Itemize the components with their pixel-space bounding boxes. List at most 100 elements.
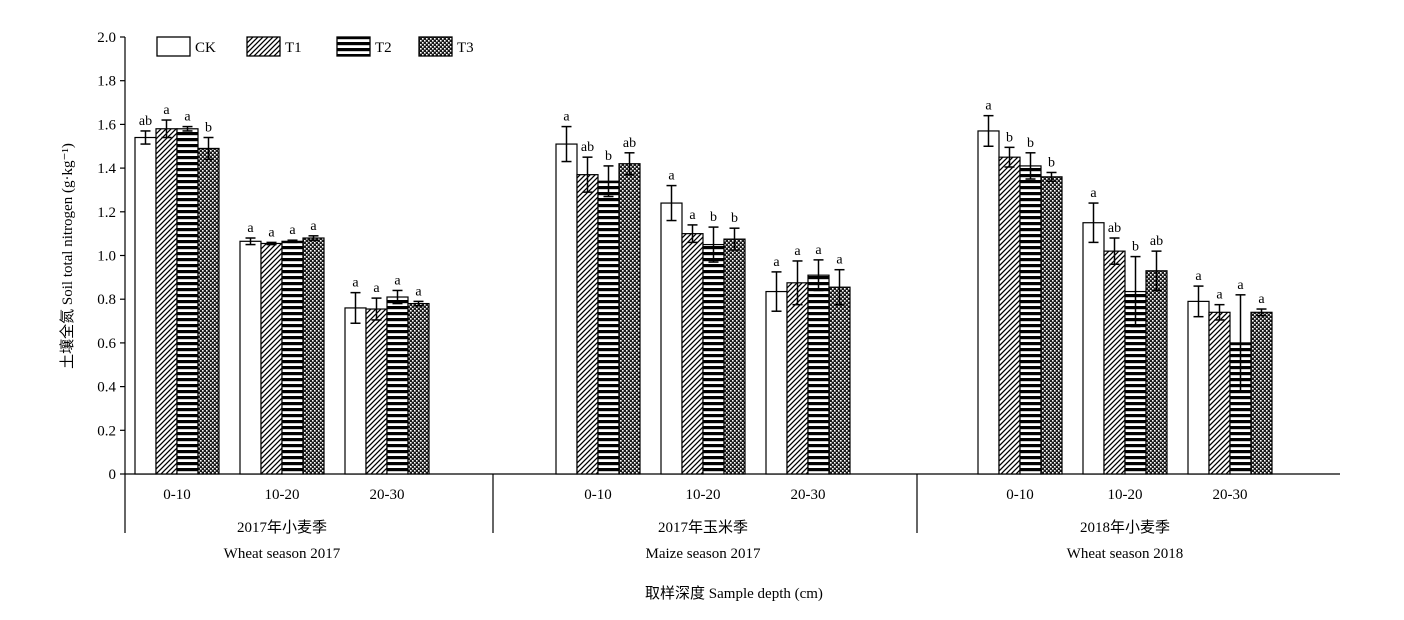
group-label-en: Wheat season 2018 <box>1067 546 1184 562</box>
y-tick-label: 1.8 <box>97 74 116 90</box>
plot-area: 0 0.2 0.4 0.6 0.8 1.0 1.2 1.4 1.6 1.8 2.0 2017年小麦季 W… <box>97 30 1340 562</box>
y-tick-label: 0.4 <box>97 380 116 396</box>
bar <box>555 143 578 475</box>
significance-letter: b <box>1027 136 1034 151</box>
bar <box>681 233 704 475</box>
legend-label: T2 <box>375 40 392 56</box>
depth-label: 10-20 <box>1108 487 1143 503</box>
significance-letter: a <box>794 244 801 259</box>
significance-letter: a <box>394 273 401 288</box>
significance-letter: b <box>1048 155 1055 170</box>
significance-letter: b <box>731 211 738 226</box>
significance-letter: a <box>163 103 170 118</box>
significance-letter: a <box>985 99 992 114</box>
bar <box>723 238 746 475</box>
bar <box>1250 311 1273 475</box>
significance-letter: a <box>1258 292 1265 307</box>
legend-swatch <box>418 36 453 57</box>
significance-letter: a <box>1090 186 1097 201</box>
bar <box>702 243 725 475</box>
significance-letter: ab <box>1108 221 1121 236</box>
bar <box>365 308 388 475</box>
bar <box>260 242 283 475</box>
significance-letter: a <box>268 225 275 240</box>
group-label-cn: 2018年小麦季 <box>1080 519 1170 536</box>
legend-swatch <box>336 36 371 57</box>
significance-letter: ab <box>581 140 594 155</box>
bar <box>386 296 409 475</box>
depth-label: 20-30 <box>370 487 405 503</box>
bar <box>998 156 1021 475</box>
x-axis-title: 取样深度 Sample depth (cm) <box>645 585 823 602</box>
significance-letter: ab <box>139 114 152 129</box>
depth-label: 10-20 <box>265 487 300 503</box>
significance-letter: a <box>773 255 780 270</box>
legend-label: T3 <box>457 40 474 56</box>
legend-swatch <box>156 36 191 57</box>
significance-letter: ab <box>1150 234 1163 249</box>
bar <box>618 163 641 475</box>
bar <box>576 174 599 475</box>
significance-letter: a <box>1216 288 1223 303</box>
y-tick-label: 0.2 <box>97 423 116 439</box>
bar <box>660 202 683 475</box>
significance-letter: a <box>668 169 675 184</box>
significance-letter: a <box>310 219 317 234</box>
bar <box>828 286 851 475</box>
significance-letter: a <box>415 284 422 299</box>
depth-label: 20-30 <box>1213 487 1248 503</box>
y-axis-title: 土壤全氮 Soil total nitrogen (g·kg⁻¹) <box>58 143 76 369</box>
significance-letter: a <box>689 208 696 223</box>
bar <box>176 128 199 475</box>
bar <box>1145 270 1168 475</box>
y-tick-label: 2.0 <box>97 30 116 46</box>
significance-letter: a <box>247 221 254 236</box>
depth-label: 0-10 <box>584 487 612 503</box>
bar <box>1208 311 1231 475</box>
bar <box>134 136 157 475</box>
depth-label: 0-10 <box>163 487 191 503</box>
significance-letter: a <box>352 276 359 291</box>
bar <box>344 307 367 475</box>
bar <box>1019 165 1042 475</box>
significance-letter: b <box>205 121 212 136</box>
legend-label: T1 <box>285 40 302 56</box>
significance-letter: b <box>1006 130 1013 145</box>
bar <box>1187 300 1210 475</box>
group-label-en: Maize season 2017 <box>646 546 761 562</box>
bar <box>807 274 830 475</box>
depth-label: 20-30 <box>791 487 826 503</box>
significance-letter: a <box>1237 278 1244 293</box>
y-tick-label: 0.8 <box>97 292 116 308</box>
significance-letter: a <box>815 243 822 258</box>
bar <box>407 302 430 475</box>
y-tick-label: 1.4 <box>97 161 116 177</box>
y-tick-label: 0.6 <box>97 336 116 352</box>
bar <box>302 237 325 475</box>
y-tick-label: 0 <box>109 467 117 483</box>
significance-letter: a <box>836 253 843 268</box>
bar <box>1103 250 1126 475</box>
bar <box>197 147 220 475</box>
significance-letter: b <box>1132 240 1139 255</box>
depth-label: 0-10 <box>1006 487 1034 503</box>
significance-letter: a <box>1195 269 1202 284</box>
group-label-en: Wheat season 2017 <box>224 546 341 562</box>
bar <box>765 290 788 475</box>
legend-swatch <box>246 36 281 57</box>
bar <box>977 130 1000 475</box>
significance-letter: a <box>184 110 191 125</box>
significance-letter: a <box>563 110 570 125</box>
depth-label: 10-20 <box>686 487 721 503</box>
significance-letter: ab <box>623 136 636 151</box>
bar <box>786 282 809 475</box>
y-tick-label: 1.2 <box>97 205 116 221</box>
significance-letter: a <box>289 223 296 238</box>
bar <box>155 128 178 475</box>
legend: CK T1 T2 T3 <box>156 36 474 57</box>
bar <box>239 240 262 475</box>
y-tick-label: 1.6 <box>97 117 116 133</box>
significance-letter: b <box>710 210 717 225</box>
